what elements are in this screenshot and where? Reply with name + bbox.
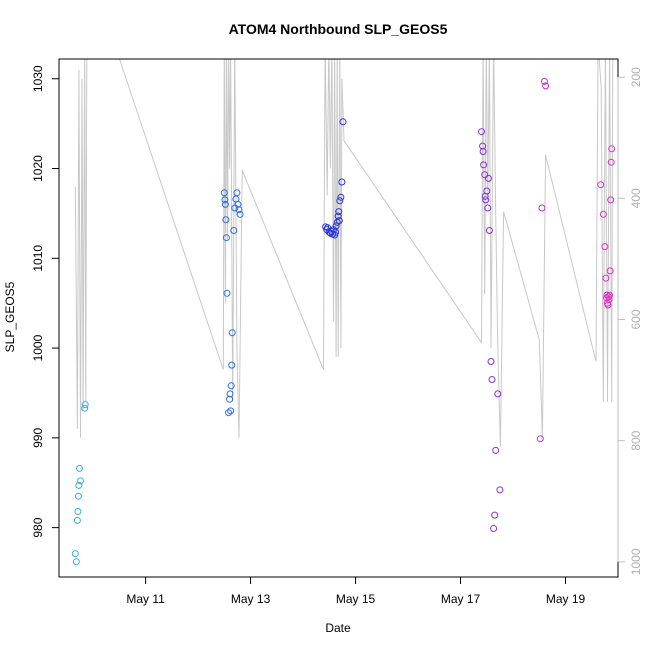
- point-day18_19-4: [542, 82, 550, 90]
- point-day17_18-15: [491, 511, 499, 519]
- point-day17_18-10: [484, 174, 492, 182]
- y-tick-label-1020: 1020: [31, 155, 45, 182]
- x-tick-label-17: May 17: [441, 592, 481, 606]
- point-day19_20-12: [606, 267, 614, 275]
- point-day14_15-13: [334, 212, 342, 220]
- point-day14_15-14: [335, 208, 343, 216]
- point-day17_18-4: [480, 161, 488, 169]
- point-day17_18-7: [482, 196, 490, 204]
- point-day12_13-4: [222, 216, 230, 224]
- point-day19_20-1: [597, 181, 605, 189]
- point-day10-6: [75, 481, 83, 489]
- y2-tick-label-600: 600: [629, 309, 643, 329]
- point-day10-1: [71, 550, 79, 558]
- point-day12_13-9: [226, 390, 234, 398]
- x-tick-label-11: May 11: [126, 592, 165, 606]
- point-day12_13-12: [228, 361, 236, 369]
- point-day19_20-11: [606, 291, 614, 299]
- point-day17_18-17: [494, 390, 502, 398]
- point-day17_18-11: [485, 227, 493, 234]
- y-tick-label-1030: 1030: [31, 65, 45, 92]
- point-day18_19-1: [536, 435, 544, 443]
- point-day17_18-5: [481, 171, 489, 179]
- point-day12_13-2: [221, 196, 229, 204]
- chart-title: ATOM4 Northbound SLP_GEOS5: [229, 21, 448, 37]
- point-day17_18-8: [483, 187, 491, 195]
- point-day10-9: [81, 404, 89, 412]
- point-day14_15-15: [335, 217, 343, 225]
- y-tick-label-990: 990: [31, 428, 45, 448]
- point-day12_13-11: [227, 382, 235, 390]
- y-axis-label: SLP_GEOS5: [3, 281, 17, 352]
- y-tick-label-1010: 1010: [31, 245, 45, 272]
- point-day10-10: [81, 401, 89, 409]
- y2-tick-label-200: 200: [629, 67, 643, 87]
- y2-tick-label-800: 800: [629, 430, 643, 450]
- point-day12_13-20: [236, 210, 244, 218]
- point-day14_15-19: [339, 118, 347, 126]
- series-line-4: [341, 59, 602, 447]
- x-tick-label-19: May 19: [546, 592, 586, 606]
- point-day12_13-14: [230, 227, 238, 234]
- point-day12_13-3: [221, 200, 229, 208]
- point-day14_15-18: [338, 178, 346, 186]
- point-day10-8: [77, 477, 84, 485]
- point-day17_18-16: [492, 446, 500, 454]
- series-line-5: [600, 59, 614, 402]
- series-line-2: [118, 59, 240, 438]
- point-day18_19-3: [541, 77, 548, 85]
- point-day12_13-17: [233, 189, 241, 197]
- point-day17_18-12: [487, 358, 495, 365]
- point-day17_18-2: [479, 142, 487, 150]
- point-day17_18-9: [484, 204, 492, 212]
- point-day19_20-13: [607, 196, 615, 204]
- point-day19_20-2: [599, 210, 607, 218]
- point-day10-2: [72, 558, 80, 566]
- point-day19_20-4: [602, 274, 610, 282]
- point-day17_18-13: [488, 376, 496, 383]
- point-day12_13-5: [222, 234, 230, 242]
- point-day12_13-6: [223, 289, 231, 297]
- point-day17_18-18: [496, 486, 504, 494]
- y-tick-label-1000: 1000: [31, 334, 45, 361]
- point-day12_13-7: [225, 409, 232, 417]
- point-day17_18-1: [478, 128, 485, 136]
- point-day14_15-16: [336, 197, 344, 205]
- point-day12_13-8: [226, 395, 234, 403]
- point-day10-4: [74, 508, 82, 515]
- point-day10-7: [76, 464, 83, 472]
- point-day17_18-3: [479, 148, 487, 155]
- y2-tick-label-1000: 1000: [629, 548, 643, 575]
- y-tick-label-980: 980: [31, 517, 45, 537]
- point-day19_20-10: [605, 296, 613, 304]
- series-line-1: [74, 59, 88, 438]
- point-day19_20-6: [603, 291, 611, 299]
- plot-area: May 11 May 13 May 15 May 17 May 19 980 990 1000…: [31, 58, 643, 606]
- point-day19_20-14: [607, 158, 615, 166]
- point-day14_15-11: [332, 222, 340, 230]
- point-day18_19-2: [538, 204, 546, 212]
- point-day19_20-3: [601, 243, 609, 251]
- point-day14_15-17: [337, 193, 345, 201]
- point-day10-5: [74, 492, 82, 500]
- y2-tick-label-400: 400: [629, 188, 643, 208]
- x-axis-label: Date: [325, 621, 351, 635]
- x-tick-label-13: May 13: [231, 592, 271, 606]
- point-day10-3: [73, 516, 81, 524]
- x-tick-label-15: May 15: [336, 592, 376, 606]
- point-day12_13-13: [228, 329, 236, 337]
- point-day12_13-10: [227, 407, 235, 415]
- point-day12_13-19: [235, 206, 243, 214]
- point-day17_18-14: [490, 525, 498, 532]
- point-day12_13-1: [220, 189, 228, 197]
- point-day19_20-15: [608, 145, 616, 153]
